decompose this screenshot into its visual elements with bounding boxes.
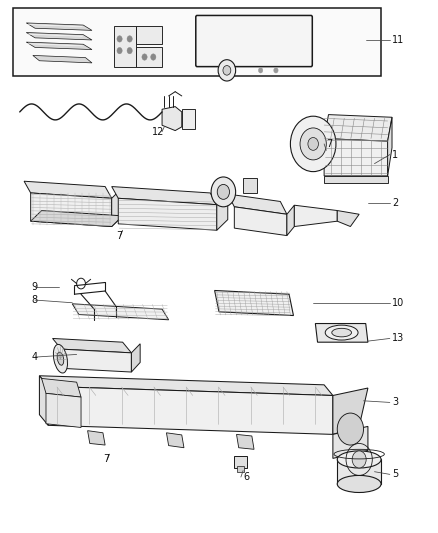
Polygon shape (24, 181, 112, 198)
Polygon shape (324, 115, 392, 141)
Polygon shape (388, 117, 392, 176)
Ellipse shape (325, 325, 358, 340)
Polygon shape (315, 324, 368, 342)
Text: 5: 5 (392, 470, 398, 479)
Ellipse shape (57, 352, 64, 365)
Polygon shape (324, 139, 388, 176)
Ellipse shape (337, 451, 381, 468)
Polygon shape (112, 188, 123, 227)
Polygon shape (114, 26, 136, 67)
Text: 13: 13 (392, 334, 404, 343)
Text: 11: 11 (392, 35, 404, 45)
Polygon shape (53, 338, 131, 353)
Polygon shape (294, 205, 337, 227)
Ellipse shape (53, 344, 67, 373)
Ellipse shape (332, 328, 351, 337)
Ellipse shape (337, 475, 381, 492)
Polygon shape (26, 42, 92, 50)
Polygon shape (46, 393, 81, 427)
Polygon shape (287, 205, 294, 236)
Circle shape (117, 36, 122, 42)
Polygon shape (324, 176, 388, 183)
Polygon shape (234, 207, 287, 236)
Polygon shape (112, 187, 217, 205)
Polygon shape (166, 433, 184, 448)
Text: 12: 12 (152, 127, 164, 136)
Polygon shape (136, 47, 162, 67)
Bar (182, 109, 195, 129)
Circle shape (300, 128, 326, 160)
FancyBboxPatch shape (196, 15, 312, 67)
Circle shape (274, 68, 278, 73)
Polygon shape (333, 426, 368, 458)
Circle shape (117, 47, 122, 54)
Text: 7: 7 (103, 455, 110, 464)
Circle shape (308, 138, 318, 150)
Polygon shape (39, 376, 333, 395)
Circle shape (218, 60, 236, 81)
Text: 3: 3 (392, 398, 398, 407)
Polygon shape (337, 211, 359, 227)
Text: 7: 7 (117, 231, 123, 240)
Polygon shape (228, 194, 287, 214)
Polygon shape (131, 344, 140, 372)
Polygon shape (31, 211, 123, 227)
Polygon shape (333, 388, 368, 434)
Circle shape (290, 116, 336, 172)
Circle shape (127, 47, 132, 54)
Circle shape (258, 68, 263, 73)
Text: 7: 7 (326, 139, 332, 149)
Text: 6: 6 (243, 472, 249, 482)
Polygon shape (215, 290, 293, 316)
Polygon shape (26, 23, 92, 30)
Polygon shape (33, 55, 92, 63)
Text: 8: 8 (31, 295, 37, 305)
Circle shape (127, 36, 132, 42)
Circle shape (211, 177, 236, 207)
Text: 4: 4 (31, 352, 37, 362)
Polygon shape (118, 198, 217, 230)
Circle shape (142, 54, 147, 60)
Polygon shape (39, 376, 48, 425)
Polygon shape (26, 33, 92, 40)
Circle shape (217, 184, 230, 199)
Circle shape (223, 66, 231, 75)
Text: 10: 10 (392, 298, 404, 308)
Polygon shape (31, 193, 112, 227)
Polygon shape (162, 107, 182, 131)
Bar (243, 178, 257, 193)
Polygon shape (337, 459, 381, 484)
Bar (237, 466, 244, 472)
Bar (234, 456, 247, 468)
Polygon shape (61, 349, 131, 372)
Text: 1: 1 (392, 150, 398, 159)
Circle shape (352, 451, 366, 468)
Polygon shape (136, 26, 162, 44)
Polygon shape (42, 378, 81, 397)
Bar (13, 8, 381, 76)
Circle shape (151, 54, 156, 60)
Polygon shape (72, 304, 169, 320)
Text: 2: 2 (392, 198, 398, 207)
Polygon shape (88, 431, 105, 445)
Polygon shape (237, 434, 254, 449)
Polygon shape (217, 194, 228, 230)
Circle shape (337, 413, 364, 445)
Polygon shape (48, 386, 333, 434)
Text: 9: 9 (31, 282, 37, 292)
